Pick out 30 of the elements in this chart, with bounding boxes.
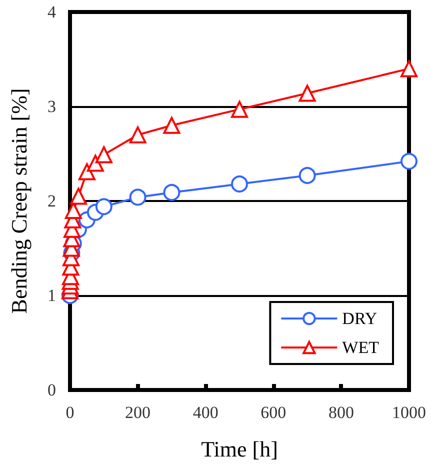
point bbox=[400, 60, 418, 78]
y-tick-label: 2 bbox=[48, 192, 56, 210]
legend-label: DRY bbox=[342, 309, 378, 328]
y-tick-label: 1 bbox=[48, 286, 56, 305]
point bbox=[129, 126, 146, 144]
point bbox=[95, 146, 112, 164]
point bbox=[78, 163, 96, 180]
point bbox=[163, 116, 180, 134]
y-axis-title: Bending Creep strain [%] bbox=[6, 88, 32, 314]
x-tick-label: 0 bbox=[66, 403, 74, 422]
point bbox=[163, 184, 180, 201]
y-tick-label: 3 bbox=[48, 97, 56, 116]
point bbox=[231, 100, 248, 118]
y-tick-label: 4 bbox=[48, 2, 56, 22]
x-tick-label: 1000 bbox=[392, 403, 426, 422]
y-tick-label: 0 bbox=[48, 380, 56, 400]
x-tick-label: 800 bbox=[328, 403, 354, 422]
point bbox=[400, 152, 418, 170]
point bbox=[298, 84, 316, 102]
point bbox=[231, 175, 248, 192]
x-axis-title: Time [h] bbox=[201, 436, 278, 462]
x-tick-label: 400 bbox=[192, 403, 218, 422]
point bbox=[70, 188, 87, 205]
x-tick-label: 200 bbox=[125, 403, 151, 422]
point bbox=[95, 198, 112, 216]
point bbox=[129, 188, 146, 206]
legend-label: WET bbox=[342, 338, 380, 357]
point bbox=[298, 166, 316, 184]
x-tick-label: 600 bbox=[260, 403, 286, 422]
point bbox=[86, 154, 104, 172]
